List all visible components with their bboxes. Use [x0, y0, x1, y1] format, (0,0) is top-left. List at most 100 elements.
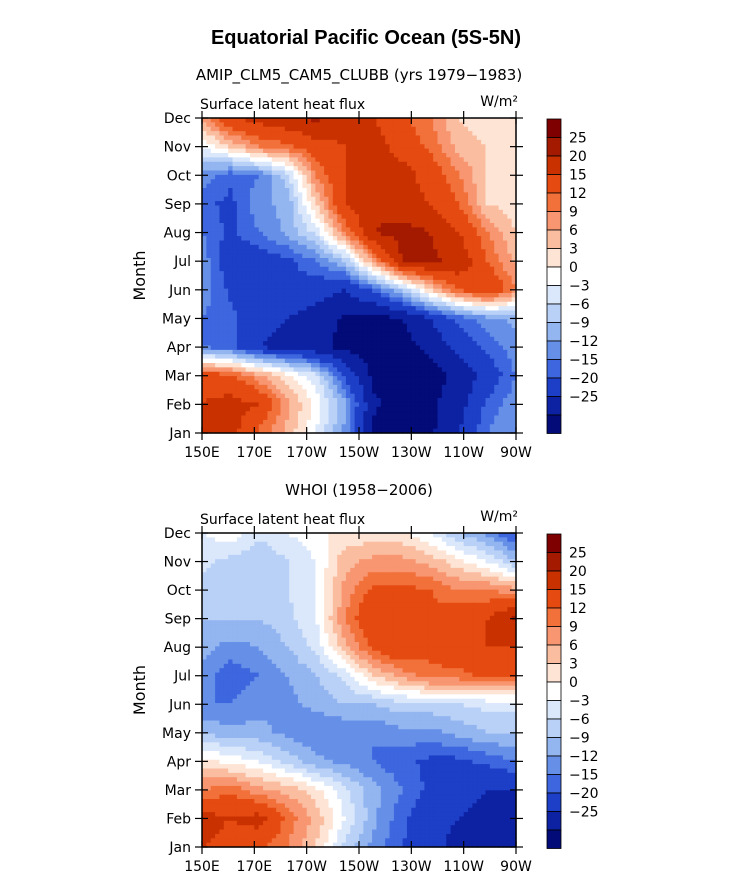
heatmap-cell [498, 279, 504, 285]
heatmap-cell [276, 166, 282, 172]
heatmap-cell [406, 258, 412, 263]
heatmap-cell [511, 349, 517, 355]
heatmap-cell [328, 367, 334, 373]
heatmap-cell [302, 139, 308, 145]
heatmap-cell [385, 126, 391, 132]
heatmap-cell [494, 367, 500, 373]
heatmap-cell [284, 240, 290, 246]
heatmap-cell [306, 126, 312, 132]
heatmap-cell [271, 279, 277, 285]
heatmap-cell [258, 118, 264, 123]
heatmap-cell [297, 166, 303, 172]
heatmap-cell [223, 126, 229, 132]
heatmap-cell [372, 196, 378, 202]
heatmap-cell [280, 236, 286, 242]
heatmap-cell [311, 266, 316, 272]
heatmap-cell [454, 209, 460, 215]
heatmap-cell [433, 223, 439, 228]
heatmap-cell [507, 183, 513, 189]
heatmap-cell [354, 188, 360, 193]
heatmap-cell [202, 406, 207, 412]
heatmap-cell [241, 275, 247, 281]
heatmap-cell [202, 323, 207, 329]
heatmap-cell [341, 367, 347, 373]
heatmap-cell [311, 398, 316, 403]
heatmap-cell [454, 332, 460, 338]
heatmap-cell [507, 122, 513, 128]
heatmap-cell [293, 354, 299, 360]
heatmap-cell [319, 271, 325, 277]
heatmap-cell [297, 349, 303, 355]
heatmap-cell [341, 349, 347, 355]
heatmap-cell [398, 371, 404, 377]
heatmap-cell [476, 118, 482, 123]
heatmap-cell [406, 314, 412, 320]
heatmap-cell [502, 131, 508, 137]
heatmap-cell [219, 314, 225, 320]
heatmap-cell [276, 262, 282, 268]
heatmap-cell [354, 297, 360, 303]
heatmap-cell [367, 262, 373, 268]
heatmap-cell [359, 336, 364, 342]
heatmap-cell [507, 262, 513, 268]
heatmap-cell [241, 135, 247, 141]
heatmap-cell [450, 415, 456, 421]
heatmap-cell [315, 258, 321, 263]
heatmap-cell [263, 201, 269, 207]
heatmap-cell [332, 183, 338, 189]
heatmap-cell [485, 227, 491, 233]
heatmap-cell [306, 183, 312, 189]
heatmap-cell [271, 288, 277, 294]
heatmap-cell [254, 398, 260, 403]
heatmap-cell [389, 371, 395, 377]
heatmap-cell [271, 284, 277, 290]
heatmap-cell [393, 323, 399, 329]
heatmap-cell [441, 122, 447, 128]
heatmap-cell [302, 271, 308, 277]
heatmap-cell [258, 376, 264, 382]
heatmap-cell [228, 380, 234, 386]
heatmap-cell [267, 349, 273, 355]
heatmap-cell [228, 419, 234, 425]
heatmap-cell [411, 319, 417, 325]
heatmap-cell [280, 262, 286, 268]
heatmap-cell [459, 144, 465, 150]
heatmap-cell [489, 411, 495, 417]
heatmap-cell [450, 376, 456, 382]
heatmap-cell [354, 192, 360, 198]
heatmap-cell [215, 406, 221, 412]
heatmap-cell [441, 205, 447, 211]
heatmap-cell [481, 122, 487, 128]
heatmap-cell [376, 253, 382, 259]
heatmap-cell [328, 301, 334, 307]
heatmap-cell [498, 122, 504, 128]
heatmap-cell [271, 275, 277, 281]
heatmap-cell [359, 384, 364, 390]
heatmap-cell [210, 323, 216, 329]
heatmap-cell [494, 262, 500, 268]
heatmap-cell [223, 223, 229, 228]
heatmap-cell [202, 358, 207, 364]
heatmap-cell [241, 332, 247, 338]
heatmap-cell [319, 201, 325, 207]
heatmap-cell [258, 411, 264, 417]
heatmap-cell [337, 262, 343, 268]
heatmap-cell [463, 271, 469, 277]
heatmap-cell [206, 183, 212, 189]
heatmap-cell [376, 258, 382, 263]
heatmap-cell [228, 209, 234, 215]
heatmap-cell [210, 214, 216, 220]
heatmap-cell [306, 161, 312, 167]
heatmap-cell [367, 367, 373, 373]
heatmap-cell [494, 345, 500, 351]
heatmap-cell [363, 161, 369, 167]
heatmap-cell [263, 153, 269, 158]
heatmap-cell [345, 227, 351, 233]
heatmap-cell [511, 271, 517, 277]
heatmap-cell [441, 358, 447, 364]
heatmap-cell [324, 258, 330, 263]
heatmap-cell [502, 209, 508, 215]
heatmap-cell [236, 144, 242, 150]
heatmap-cell [236, 310, 242, 316]
heatmap-cell [249, 126, 255, 132]
